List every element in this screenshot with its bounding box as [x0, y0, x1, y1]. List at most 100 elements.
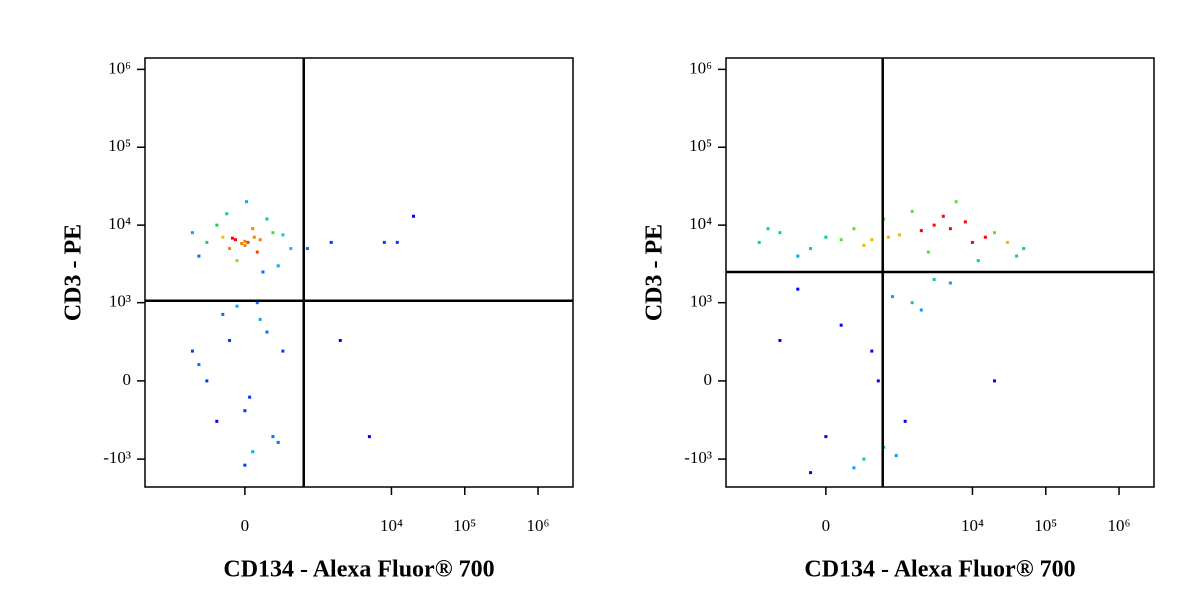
x-axis-title: CD134 - Alexa Fluor® 700 [804, 557, 1075, 583]
event-dot [248, 395, 252, 399]
event-dot [221, 235, 225, 239]
event-dot [926, 250, 930, 254]
event-dot [338, 338, 342, 342]
y-tick-label: 10⁴ [689, 214, 712, 233]
event-dot [205, 379, 209, 383]
event-dot [246, 240, 250, 244]
event-dot [265, 330, 269, 334]
event-dot [240, 242, 244, 246]
event-dot [367, 435, 371, 439]
y-tick-label: 0 [123, 370, 132, 389]
event-dot [243, 243, 247, 247]
event-dot [243, 409, 247, 413]
event-dot [903, 419, 907, 423]
event-dot [963, 220, 967, 224]
event-dot [271, 231, 275, 235]
event-dot [215, 223, 219, 227]
event-dot [809, 247, 813, 251]
x-axis-title: CD134 - Alexa Fluor® 700 [223, 557, 494, 583]
event-dot [276, 264, 280, 268]
y-axis-title: CD3 - PE [61, 224, 87, 321]
event-dot [235, 304, 239, 308]
event-dot [824, 435, 828, 439]
y-tick-label: -10³ [684, 448, 712, 467]
event-dot [258, 317, 262, 321]
event-dot [839, 238, 843, 242]
event-dot [252, 235, 256, 239]
event-dot [993, 231, 997, 235]
event-dot [329, 240, 333, 244]
x-tick-label: 10⁶ [1108, 516, 1131, 535]
event-dot [766, 227, 770, 231]
event-dot [919, 229, 923, 233]
y-axis-title: CD3 - PE [642, 224, 668, 321]
event-dot [948, 281, 952, 285]
x-tick-label: 0 [241, 516, 250, 535]
y-tick-label: 10⁶ [689, 58, 712, 77]
event-dot [305, 247, 309, 251]
event-dot [197, 363, 201, 367]
y-tick-label: 10⁴ [108, 214, 131, 233]
y-tick-label: 10⁶ [108, 58, 131, 77]
x-tick-label: 0 [822, 516, 831, 535]
event-dot [230, 236, 234, 240]
event-dot [281, 349, 285, 353]
event-dot [251, 227, 255, 231]
event-dot [852, 227, 856, 231]
event-dot [221, 312, 225, 316]
event-dot [228, 247, 232, 251]
event-dot [897, 233, 901, 237]
y-tick-label: 10³ [690, 292, 712, 311]
event-dot [1015, 254, 1019, 258]
event-dot [852, 466, 856, 470]
event-dot [941, 214, 945, 218]
y-tick-label: -10³ [103, 448, 131, 467]
event-dot [862, 243, 866, 247]
event-dot [910, 209, 914, 213]
y-tick-label: 0 [704, 370, 713, 389]
event-dot [281, 233, 285, 237]
event-dot [910, 301, 914, 305]
event-dot [228, 338, 232, 342]
x-tick-label: 10⁶ [527, 516, 550, 535]
event-dot [876, 379, 880, 383]
y-tick-label: 10⁵ [108, 136, 131, 155]
event-dot [235, 259, 239, 263]
event-dot [255, 250, 259, 254]
event-dot [809, 471, 813, 475]
x-tick-label: 10⁵ [1034, 516, 1057, 535]
event-dot [954, 200, 958, 204]
event-dot [919, 308, 923, 312]
event-dot [382, 240, 386, 244]
event-dot [839, 323, 843, 327]
event-dot [993, 379, 997, 383]
event-dot [796, 287, 800, 291]
event-dot [395, 240, 399, 244]
event-dot [233, 238, 237, 242]
x-tick-label: 10⁴ [961, 516, 984, 535]
event-dot [190, 349, 194, 353]
event-dot [244, 200, 248, 204]
event-dot [824, 235, 828, 239]
event-dot [891, 295, 895, 299]
event-dot [862, 457, 866, 461]
event-dot [983, 235, 987, 239]
event-dot [870, 238, 874, 242]
event-dot [205, 240, 209, 244]
event-dot [886, 235, 890, 239]
event-dot [258, 238, 262, 242]
event-dot [932, 223, 936, 227]
x-tick-label: 10⁴ [380, 516, 403, 535]
event-dot [289, 247, 293, 251]
event-dot [778, 338, 782, 342]
event-dot [870, 349, 874, 353]
event-dot [976, 259, 980, 263]
event-dot [778, 231, 782, 235]
event-dot [251, 450, 255, 454]
event-dot [412, 214, 416, 218]
event-dot [932, 277, 936, 281]
event-dot [948, 227, 952, 231]
event-dot [255, 301, 259, 305]
event-dot [197, 254, 201, 258]
